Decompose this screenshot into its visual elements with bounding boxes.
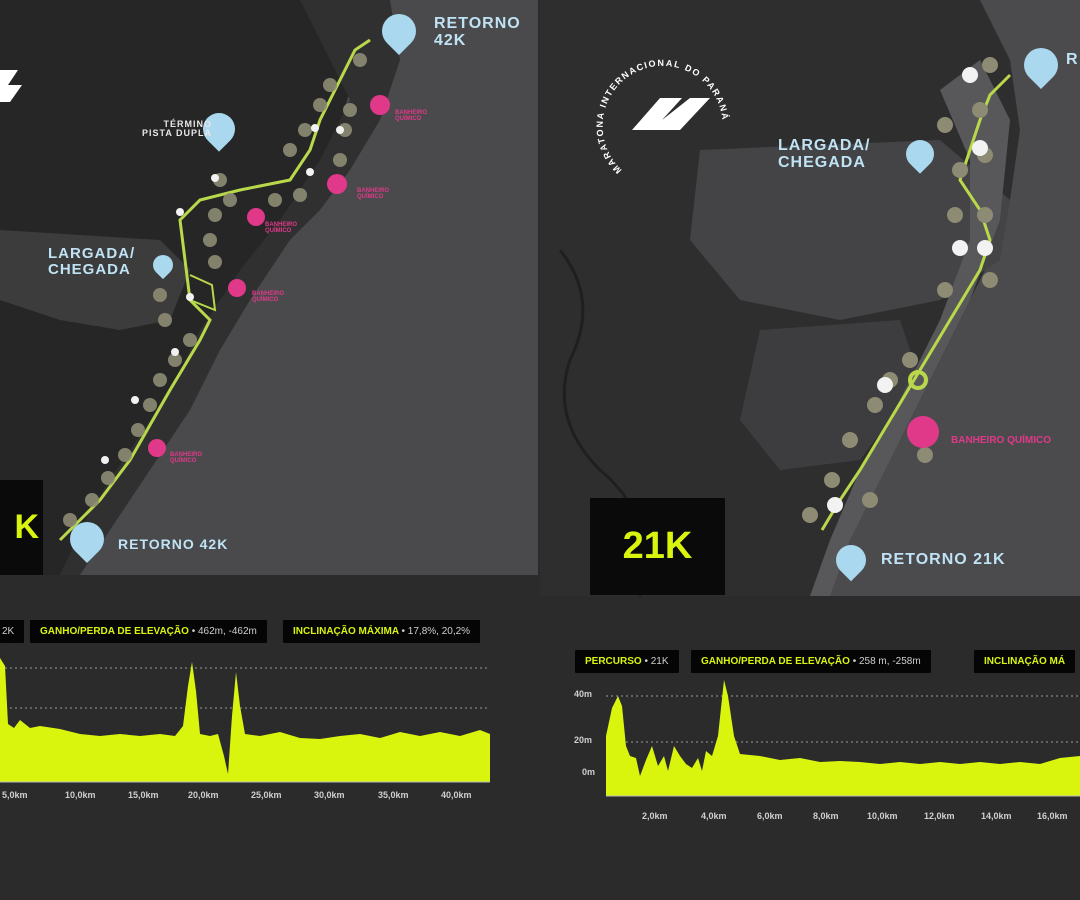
elevation-profile-21k: PERCURSO • 21K GANHO/PERDA DE ELEVAÇÃO •… [540,596,1080,900]
y-tick: 0m [582,767,596,777]
banheiro-label: BANHEIRO QUÍMICO [357,188,390,200]
inclinacao-label: INCLINAÇÃO MÁ [984,656,1066,667]
percurso-value: • 21K [644,656,669,667]
svg-text:MARATONA INTERNACIONAL DO PARA: MARATONA INTERNACIONAL DO PARANÁ [595,58,731,176]
banheiro-label: BANHEIRO QUÍMICO [265,222,298,234]
logo-ring-text: MARATONA INTERNACIONAL DO PARANÁ [595,58,729,176]
inclinacao-label: INCLINAÇÃO MÁXIMA [293,626,399,637]
x-tick: 5,0km [2,790,28,800]
banheiro-label: BANHEIRO QUÍMICO [170,452,203,464]
elevation-chart-42k [0,658,490,783]
ganho-value: • 258 m, -258m [852,656,921,667]
x-tick: 8,0km [813,811,839,821]
y-tick: 40m [574,689,593,699]
percurso-label: PERCURSO [585,656,642,667]
map-21k-terrain [540,0,1080,596]
x-tick: 4,0km [701,811,727,821]
elevation-area-21k [606,680,1080,796]
ganho-perda-pill: GANHO/PERDA DE ELEVAÇÃO • 462m, -462m [30,620,267,643]
elevation-profile-42k: 2K GANHO/PERDA DE ELEVAÇÃO • 462m, -462m… [0,596,540,900]
largada-chegada-label: LARGADA/ CHEGADA [48,245,136,278]
x-tick: 6,0km [757,811,783,821]
banheiro-label: BANHEIRO QUÍMICO [395,110,428,122]
ganho-label: GANHO/PERDA DE ELEVAÇÃO [40,626,189,637]
x-tick: 12,0km [924,811,955,821]
distance-badge-42k: K [0,480,43,575]
map-42k-terrain [0,0,538,575]
y-tick: 20m [574,735,593,745]
marathon-logo-ring: MARATONA INTERNACIONAL DO PARANÁ [595,58,731,176]
marathon-logo-mark [632,98,710,130]
x-tick: 35,0km [378,790,409,800]
x-tick: 16,0km [1037,811,1068,821]
x-tick: 30,0km [314,790,345,800]
retorno-42k-bottom-label: RETORNO 42K [118,536,229,552]
map-21k: MARATONA INTERNACIONAL DO PARANÁ R LARGA… [540,0,1080,596]
inclinacao-value: • 17,8%, 20,2% [401,626,471,637]
banheiro-quimico-label: BANHEIRO QUÍMICO [951,435,1051,446]
banheiro-label: BANHEIRO QUÍMICO [252,291,285,303]
elevation-chart-21k [606,680,1080,797]
x-tick: 25,0km [251,790,282,800]
ganho-label: GANHO/PERDA DE ELEVAÇÃO [701,656,850,667]
map-42k: RETORNO 42K TÉRMINO PISTA DUPLA LARGADA/… [0,0,538,575]
route-21k [820,73,1012,531]
elevation-area-42k [0,658,490,782]
x-tick: 20,0km [188,790,219,800]
percurso-pill: 2K [0,620,25,643]
ganho-perda-pill: GANHO/PERDA DE ELEVAÇÃO • 258 m, -258m [691,650,931,673]
retorno-top-label: R [1066,51,1079,68]
distance-badge-21k: 21K [590,498,725,595]
inclinacao-pill: INCLINAÇÃO MÁXIMA • 17,8%, 20,2% [283,620,481,643]
largada-chegada-label: LARGADA/ CHEGADA [778,137,871,171]
x-tick: 10,0km [867,811,898,821]
x-tick: 14,0km [981,811,1012,821]
retorno-21k-label: RETORNO 21K [881,551,1006,568]
retorno-42k-top-label: RETORNO 42K [434,15,521,49]
inclinacao-pill: INCLINAÇÃO MÁ [974,650,1076,673]
termino-pista-dupla-label: TÉRMINO PISTA DUPLA [142,119,213,139]
percurso-pill: PERCURSO • 21K [575,650,679,673]
x-tick: 15,0km [128,790,159,800]
ganho-value: • 462m, -462m [191,626,257,637]
percurso-value: 2K [2,626,15,637]
x-tick: 2,0km [642,811,668,821]
x-tick: 40,0km [441,790,472,800]
x-tick: 10,0km [65,790,96,800]
